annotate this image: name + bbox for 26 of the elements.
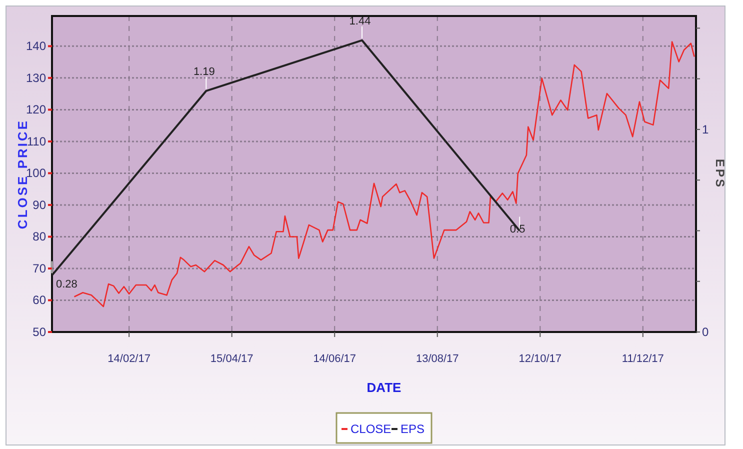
- y-tick-label: 70: [32, 261, 46, 276]
- y2-axis-title: EPS: [713, 158, 727, 190]
- y-tick-label: 130: [26, 70, 46, 85]
- data-label: 1.19: [193, 66, 215, 78]
- x-tick-label: 15/04/17: [210, 353, 254, 365]
- y-tick-label: 60: [32, 293, 46, 308]
- legend-label: EPS: [400, 422, 425, 436]
- x-tick-label: 11/12/17: [622, 353, 664, 365]
- y-tick-label: 50: [32, 325, 46, 339]
- y-tick-label: 120: [26, 102, 46, 117]
- data-label: 0.28: [56, 278, 78, 290]
- y-tick-label: 80: [32, 230, 46, 244]
- x-tick-label: 14/02/17: [108, 353, 150, 365]
- y-tick-label: 100: [26, 166, 46, 180]
- y2-tick-label: 1: [702, 122, 709, 136]
- x-tick-label: 12/10/17: [518, 353, 562, 365]
- x-tick-label: 13/08/17: [416, 353, 459, 365]
- data-label: 0.5: [510, 224, 526, 236]
- y-tick-label: 90: [32, 198, 46, 212]
- legend-label: CLOSE: [350, 422, 392, 436]
- data-label: 1.44: [349, 15, 371, 28]
- y-tick-label: 140: [26, 39, 46, 54]
- y-tick-label: 110: [26, 134, 46, 148]
- x-tick-label: 14/06/17: [313, 353, 356, 365]
- y2-tick-label: 0: [702, 325, 709, 339]
- x-axis-title: DATE: [366, 380, 402, 395]
